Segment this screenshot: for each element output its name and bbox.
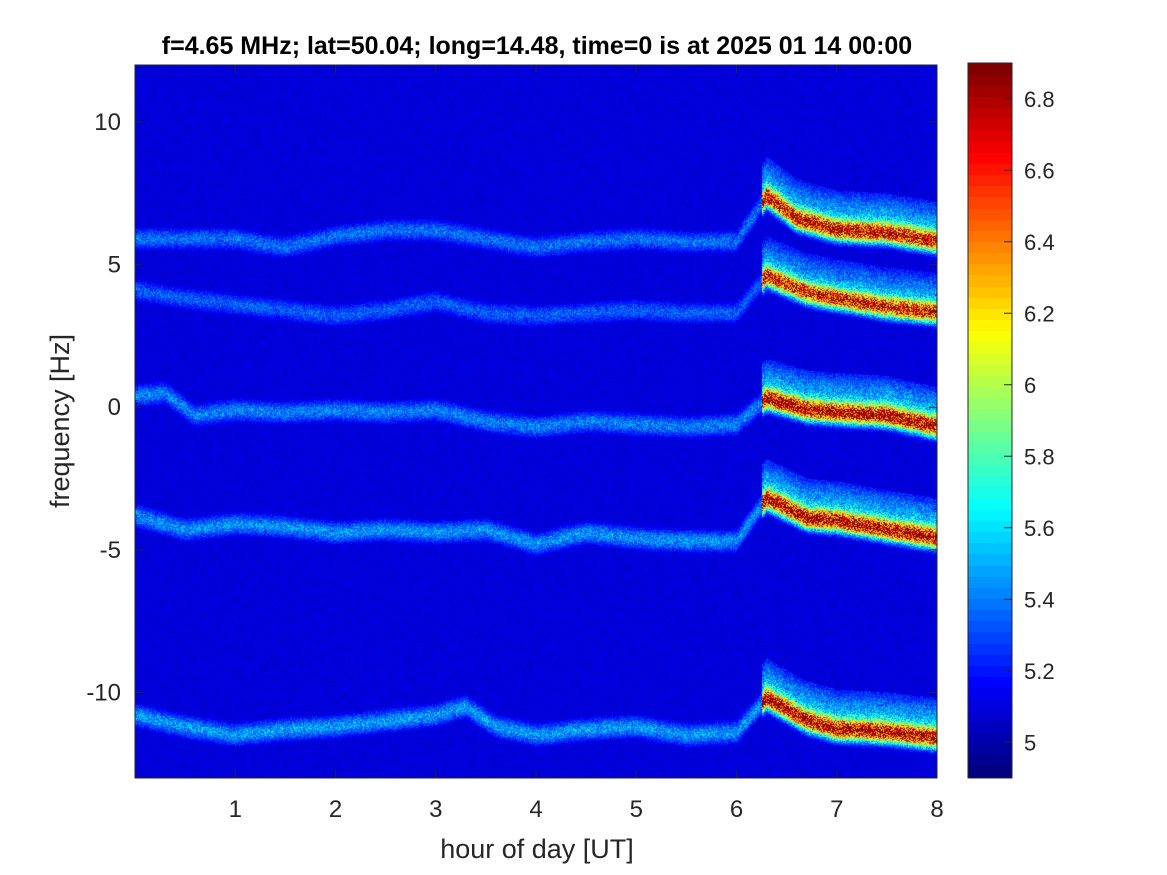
heatmap-layer [135,65,937,778]
colorbar-tick-label: 6.8 [1024,87,1055,112]
colorbar-frame [967,62,1013,779]
y-tick-label: 0 [108,394,121,421]
heatmap-canvas [135,65,937,778]
colorbar-ticks: 5 5.2 5.4 5.6 5.8 6 6.2 6.4 6.6 6.8 [1004,87,1055,755]
colorbar-tick-label: 5.6 [1024,516,1055,541]
colorbar-tick-label: 6.4 [1024,230,1055,255]
x-tick-label: 1 [229,796,242,823]
colorbar: 5 5.2 5.4 5.6 5.8 6 6.2 6.4 6.6 6.8 [967,62,1055,779]
colorbar-tick-label: 5.2 [1024,659,1055,684]
x-tick-label: 2 [329,796,342,823]
x-tick-label: 3 [429,796,442,823]
x-axis-label: hour of day [UT] [440,834,634,864]
x-tick-label: 8 [930,796,943,823]
colorbar-tick-label: 6.6 [1024,158,1055,183]
colorbar-canvas [968,63,1012,778]
x-tick-label: 4 [529,796,542,823]
x-axis: 1 2 3 4 5 6 7 8 [229,65,944,823]
y-tick-label: -5 [100,537,121,564]
plot-area [134,64,938,779]
colorbar-tick-label: 6.2 [1024,301,1055,326]
colorbar-tick-label: 5 [1024,730,1036,755]
y-tick-label: 5 [108,252,121,279]
colorbar-tick-label: 5.8 [1024,444,1055,469]
colorbar-tick-label: 6 [1024,373,1036,398]
x-tick-label: 5 [630,796,643,823]
colorbar-gradient-layer [968,63,1012,778]
x-tick-label: 6 [730,796,743,823]
y-axis-label: frequency [Hz] [45,334,75,508]
chart-title: f=4.65 MHz; lat=50.04; long=14.48, time=… [162,32,912,60]
y-tick-label: -10 [86,679,121,706]
colorbar-tick-label: 5.4 [1024,587,1055,612]
y-tick-label: 10 [94,109,121,136]
x-tick-label: 7 [830,796,843,823]
y-axis: -10 -5 0 5 10 [86,109,937,706]
